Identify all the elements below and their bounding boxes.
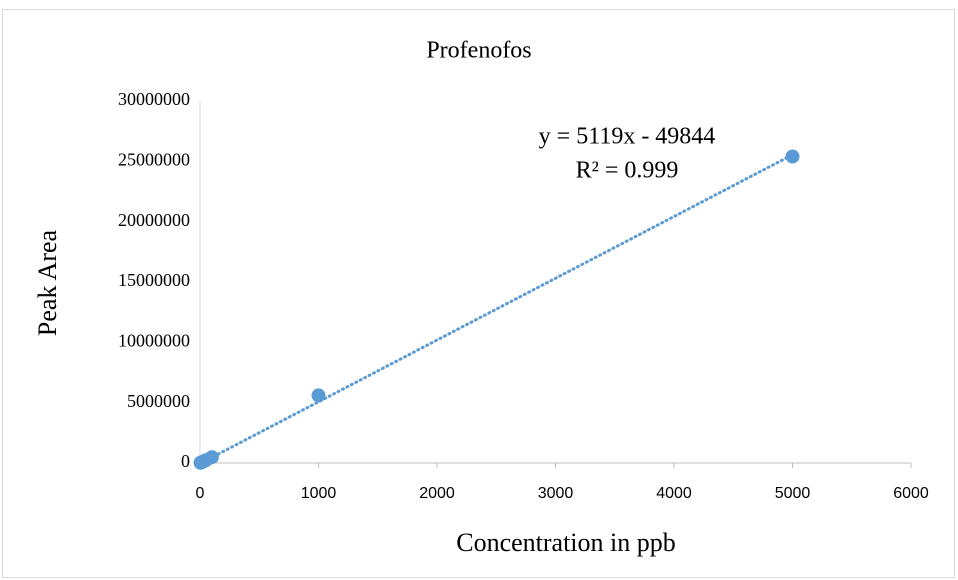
y-tick-label: 20000000 <box>118 210 190 230</box>
y-tick-label: 10000000 <box>118 330 190 350</box>
y-tick-label: 5000000 <box>127 391 190 411</box>
trendline-r-squared: R² = 0.999 <box>576 158 679 184</box>
y-tick-label: 25000000 <box>118 149 190 169</box>
y-tick-label: 0 <box>181 451 190 471</box>
x-tick-label: 2000 <box>419 485 455 502</box>
x-tick-label: 6000 <box>893 485 929 502</box>
x-tick-label: 5000 <box>775 485 811 502</box>
x-tick-label: 0 <box>196 485 205 502</box>
data-point <box>204 450 219 465</box>
x-tick-label: 1000 <box>301 485 337 502</box>
trendline <box>199 153 794 465</box>
data-point <box>311 388 326 403</box>
data-point <box>785 149 800 164</box>
x-tick-label: 4000 <box>656 485 692 502</box>
x-axis-label: Concentration in ppb <box>456 528 676 557</box>
chart-title: Profenofos <box>426 38 531 64</box>
y-tick-label: 15000000 <box>118 270 190 290</box>
y-axis-label: Peak Area <box>33 229 62 336</box>
chart-border <box>2 9 955 578</box>
x-tick-label: 3000 <box>538 485 574 502</box>
trendline-equation: y = 5119x - 49844 <box>539 124 716 150</box>
y-tick-label: 30000000 <box>118 89 190 109</box>
